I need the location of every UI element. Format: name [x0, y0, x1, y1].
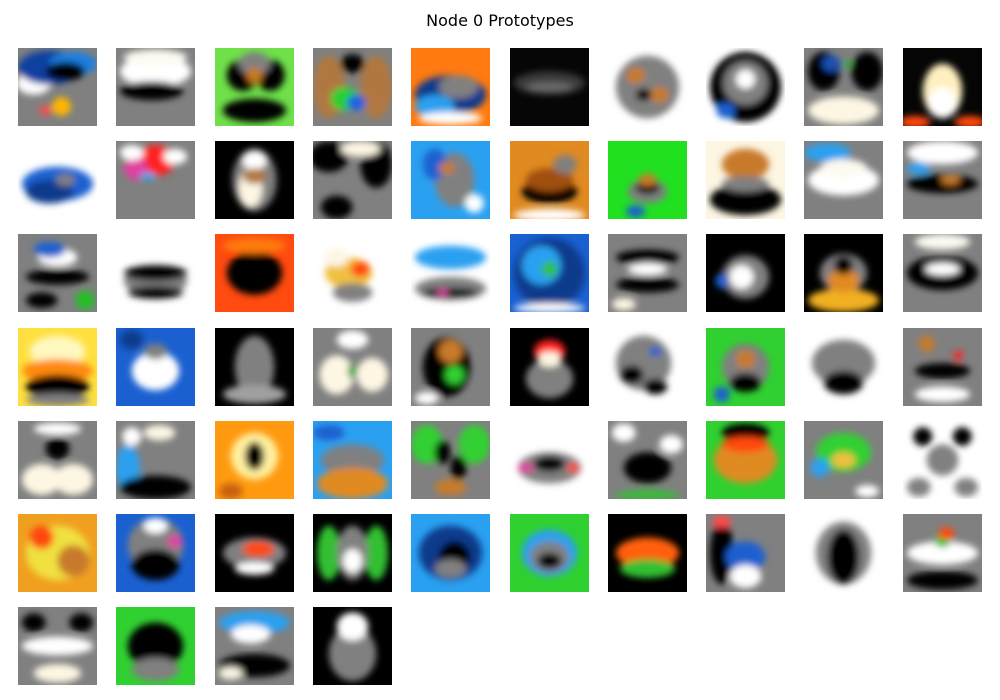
prototype-image [411, 327, 491, 406]
prototype-image [18, 48, 97, 126]
prototype-image [214, 48, 294, 126]
prototype-image [312, 48, 392, 126]
prototype-image [18, 607, 97, 686]
prototype-image [509, 327, 589, 406]
prototype-image [18, 327, 97, 406]
prototype-image [706, 327, 786, 406]
prototype-image [902, 48, 982, 126]
prototype-image [411, 514, 491, 592]
prototype-image [214, 420, 294, 499]
prototype-image [706, 234, 786, 313]
prototype-image [902, 141, 982, 220]
prototype-image [509, 234, 589, 313]
prototype-image [607, 514, 687, 592]
prototype-image [706, 141, 786, 220]
prototype-image [607, 234, 687, 313]
prototype-image [214, 607, 294, 686]
prototype-image [18, 234, 97, 313]
prototype-image [509, 48, 589, 126]
prototype-image [804, 141, 884, 220]
prototype-image [312, 141, 392, 220]
prototype-image [214, 141, 294, 220]
prototype-image [214, 514, 294, 592]
prototype-image [902, 327, 982, 406]
prototype-image [902, 514, 982, 592]
prototype-image [312, 420, 392, 499]
prototype-image [411, 141, 491, 220]
figure-title: Node 0 Prototypes [426, 11, 574, 30]
prototype-image [411, 420, 491, 499]
prototype-image [804, 420, 884, 499]
prototype-image [116, 327, 196, 406]
prototype-image [804, 327, 884, 406]
prototype-image [116, 141, 196, 220]
prototype-image [116, 234, 196, 313]
prototype-image [706, 48, 786, 126]
prototype-image [607, 327, 687, 406]
prototype-image [804, 514, 884, 592]
prototype-image [411, 48, 491, 126]
prototype-image [116, 514, 196, 592]
prototype-image [214, 234, 294, 313]
prototype-image [312, 234, 392, 313]
prototype-image [902, 234, 982, 313]
prototype-image [706, 514, 786, 592]
prototype-image [509, 420, 589, 499]
prototype-image [312, 514, 392, 592]
prototype-image [607, 420, 687, 499]
prototype-image [18, 514, 97, 592]
prototype-image [18, 420, 97, 499]
prototype-image [411, 234, 491, 313]
prototype-image [706, 420, 786, 499]
prototype-image [116, 48, 196, 126]
prototype-image [509, 514, 589, 592]
prototype-image [18, 141, 97, 220]
prototype-grid [18, 48, 988, 688]
prototype-image [312, 607, 392, 686]
prototype-image [214, 327, 294, 406]
prototype-image [116, 420, 196, 499]
prototype-image [116, 607, 196, 686]
prototype-image [804, 48, 884, 126]
prototype-image [902, 420, 982, 499]
prototype-image [804, 234, 884, 313]
prototype-image [312, 327, 392, 406]
prototype-image [509, 141, 589, 220]
prototype-image [607, 48, 687, 126]
prototype-image [607, 141, 687, 220]
